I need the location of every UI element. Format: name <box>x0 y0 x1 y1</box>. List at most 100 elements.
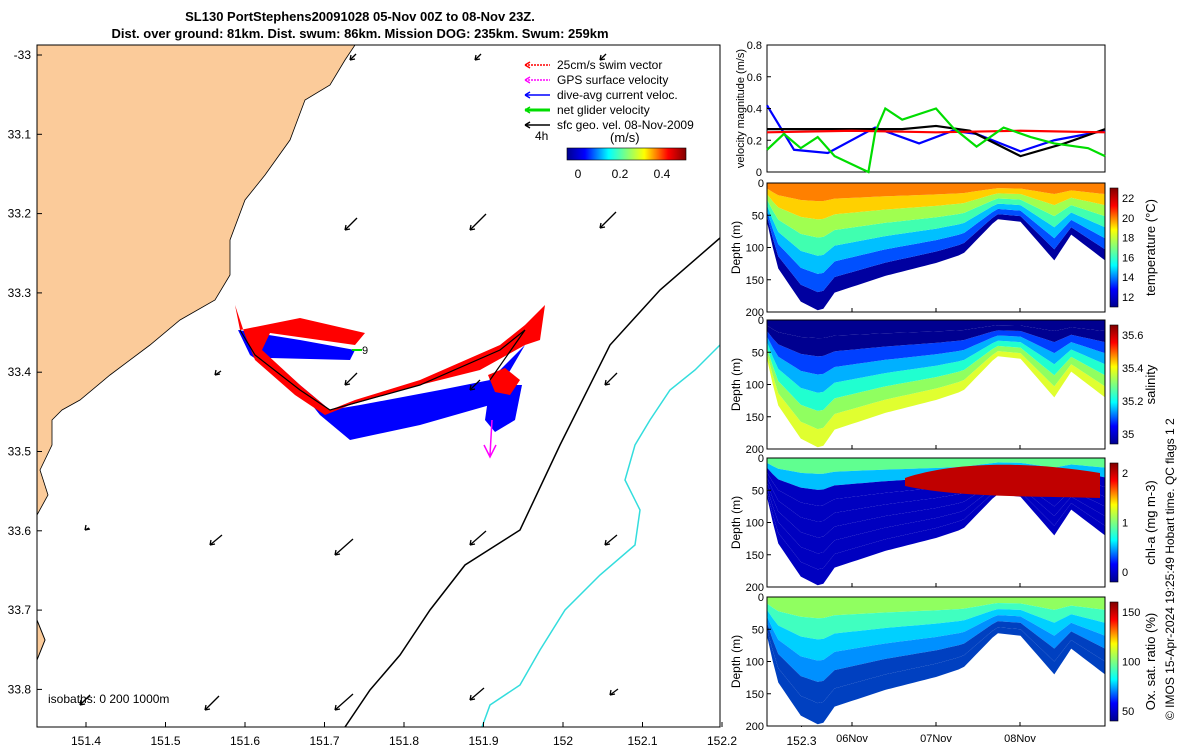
geostrophic-arrow <box>344 217 358 231</box>
map-xtick-label: 151.5 <box>150 734 180 748</box>
map-xtick-label: 152 <box>553 734 573 748</box>
figure-title-line1: SL130 PortStephens20091028 05-Nov 00Z to… <box>185 9 535 24</box>
current-velocity-band-south <box>485 385 522 432</box>
geostrophic-arrow <box>334 538 354 556</box>
map-xtick-label: 152.3 <box>786 734 816 748</box>
profile-colorbar <box>1109 462 1119 583</box>
profile-colorbar <box>1109 324 1119 445</box>
velocity-ytick-label: 0.4 <box>747 104 762 116</box>
depth-tick-label: 50 <box>752 624 764 636</box>
colorbar-tick-label: 35 <box>1122 429 1134 441</box>
velocity-ytick-label: 0.6 <box>747 72 762 84</box>
profile-panel: 0 50 100 150 200 Depth (m) 0 1 2 chl-a (mg m-3) <box>729 453 1158 594</box>
colorbar-tick-label: 35.2 <box>1122 396 1143 408</box>
map-ytick-label: 33.5 <box>8 445 32 459</box>
map-panel: 151.4 151.5 151.6 151.7 151.8 151.9 152 152.1 15… <box>8 44 817 748</box>
colorbar-tick-label: 22 <box>1122 193 1134 205</box>
swim-vector-band <box>235 305 545 415</box>
colorbar-tick-label: 35.6 <box>1122 330 1143 342</box>
depth-tick-label: 100 <box>746 518 764 530</box>
colorbar-tick-label: 0 <box>575 167 582 181</box>
map-colorbar <box>566 147 687 161</box>
depth-ylabel: Depth (m) <box>729 496 743 549</box>
colorbar-tick-label: 1 <box>1122 518 1128 530</box>
geostrophic-arrow <box>349 53 357 61</box>
geostrophic-arrow <box>84 524 91 531</box>
velocity-ytick-label: 0.2 <box>747 135 762 147</box>
geostrophic-arrow <box>609 688 619 696</box>
map-xtick-label: 151.7 <box>309 734 339 748</box>
colorbar-label: (m/s) <box>610 130 640 145</box>
map-xtick-label: 151.6 <box>230 734 260 748</box>
geostrophic-arrow <box>334 693 354 711</box>
depth-tick-label: 150 <box>746 275 764 287</box>
track-line <box>239 329 526 411</box>
map-ytick-label: 33.8 <box>8 682 32 696</box>
velocity-ytick-label: 0.8 <box>747 40 762 52</box>
depth-tick-label: 200 <box>746 721 764 733</box>
velocity-series-line <box>766 129 1106 134</box>
depth-tick-label: 0 <box>758 315 764 327</box>
depth-tick-label: 0 <box>758 453 764 465</box>
geostrophic-arrow <box>469 379 481 391</box>
velocity-panel: 0 0.2 0.4 0.6 0.8 velocity magnitude (m/s) <box>735 40 1106 179</box>
depth-tick-label: 0 <box>758 592 764 604</box>
depth-tick-label: 50 <box>752 210 764 222</box>
legend-entry: GPS surface velocity <box>524 73 668 87</box>
date-tick-label: 06Nov <box>836 733 868 745</box>
legend-entry: net glider velocity <box>524 103 650 117</box>
velocity-ylabel: velocity magnitude (m/s) <box>735 49 747 168</box>
colorbar-tick-label: 100 <box>1122 657 1140 669</box>
geostrophic-arrow <box>209 534 223 546</box>
legend-tag: 4h <box>535 129 548 143</box>
legend-entry: 25cm/s swim vector <box>524 58 662 72</box>
map-xtick-label: 152.1 <box>627 734 657 748</box>
map-ytick-label: 33.7 <box>8 603 32 617</box>
geostrophic-arrow <box>214 369 222 376</box>
colorbar-tick-label: 0 <box>1122 567 1128 579</box>
depth-tick-label: 100 <box>746 380 764 392</box>
gps-surface-arrow <box>483 419 497 459</box>
colorbar-tick-label: 14 <box>1122 272 1134 284</box>
geostrophic-arrows <box>79 53 619 711</box>
colorbar-tick-label: 18 <box>1122 233 1134 245</box>
depth-tick-label: 150 <box>746 550 764 562</box>
geostrophic-arrow <box>599 211 617 229</box>
velocity-series-line <box>766 106 1106 174</box>
colorbar-tick-label: 2 <box>1122 468 1128 480</box>
depth-tick-label: 100 <box>746 243 764 255</box>
geostrophic-arrow <box>469 530 487 546</box>
geostrophic-arrow <box>604 372 618 386</box>
velocity-ytick-label: 0 <box>756 167 762 179</box>
depth-tick-label: 50 <box>752 485 764 497</box>
map-xtick-label: 151.4 <box>71 734 101 748</box>
depth-tick-label: 150 <box>746 689 764 701</box>
colorbar-tick-label: 12 <box>1122 292 1134 304</box>
legend-label: GPS surface velocity <box>557 73 668 87</box>
colorbar-title: chl-a (mg m-3) <box>1143 480 1158 565</box>
imos-credit: © IMOS 15-Apr-2024 19:25:49 Hobart time.… <box>1163 418 1177 720</box>
depth-ylabel: Depth (m) <box>729 358 743 411</box>
map-ytick-label: 33.1 <box>8 127 32 141</box>
geostrophic-arrow <box>604 534 618 546</box>
swim-vector-band-south <box>488 368 520 395</box>
velocity-series-line <box>766 104 1106 155</box>
map-ytick-label: 33.6 <box>8 524 32 538</box>
legend-entry: sfc geo. vel. 08-Nov-2009 <box>524 118 694 132</box>
map-ytick-label: -33 <box>14 48 32 62</box>
current-velocity-band <box>238 330 525 440</box>
geostrophic-arrow <box>474 53 482 61</box>
geostrophic-arrow <box>79 694 91 706</box>
colorbar-tick-label: 150 <box>1122 607 1140 619</box>
depth-tick-label: 100 <box>746 657 764 669</box>
legend-label: 25cm/s swim vector <box>557 58 662 72</box>
map-colorbar-ticks: 0 0.2 0.4 <box>575 167 671 181</box>
colorbar-tick-label: 0.4 <box>654 167 671 181</box>
depth-tick-label: 200 <box>746 444 764 456</box>
legend-entry: dive-avg current veloc. <box>524 88 678 102</box>
colorbar-tick-label: 50 <box>1122 706 1134 718</box>
track-marker-label: 9 <box>362 345 368 357</box>
depth-ylabel: Depth (m) <box>729 635 743 688</box>
